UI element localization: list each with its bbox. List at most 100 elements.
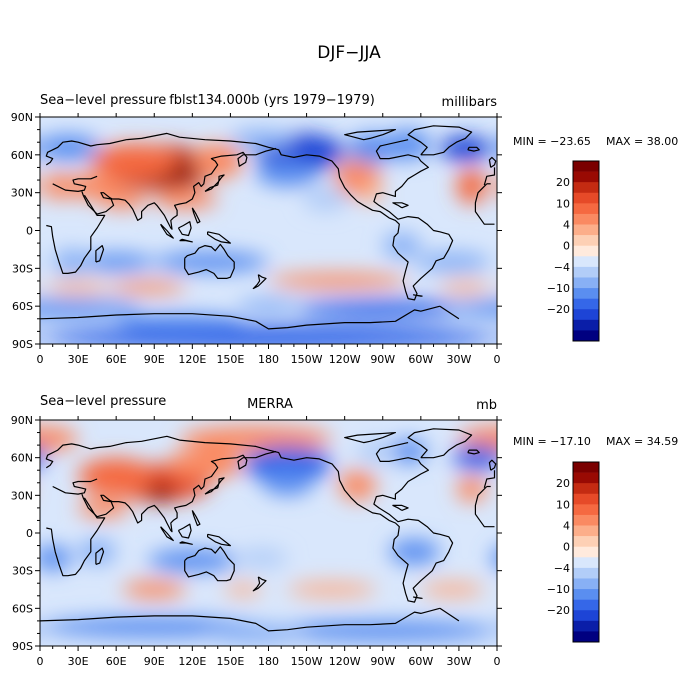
anomaly-region — [46, 281, 110, 294]
anomaly-region — [154, 251, 269, 273]
colorbar-swatch — [573, 589, 599, 600]
x-tick-label: 120W — [329, 353, 361, 366]
x-tick-label: 150E — [216, 353, 244, 366]
coastline — [392, 504, 409, 511]
anomaly-region — [243, 446, 332, 482]
y-tick-label: 90N — [11, 414, 33, 427]
anomaly-region — [611, 189, 674, 209]
coastline — [483, 470, 496, 488]
coastline — [439, 305, 460, 320]
anomaly-region — [147, 549, 237, 572]
x-tick-label: 90W — [370, 655, 395, 668]
anomaly-region — [602, 483, 632, 503]
colorbar-swatch — [573, 171, 599, 183]
coastline — [160, 223, 174, 239]
x-tick-label: 30E — [68, 655, 89, 668]
x-tick-label: 150W — [291, 353, 323, 366]
colorbar-swatch — [573, 483, 599, 495]
coastline — [488, 459, 497, 471]
coastline — [252, 274, 267, 290]
coastline — [344, 432, 396, 444]
colorbar-label: 4 — [563, 219, 570, 232]
coastline — [207, 231, 231, 244]
anomaly-region — [592, 157, 655, 182]
anomaly-region — [255, 161, 320, 187]
coastline — [177, 221, 192, 237]
coastline — [467, 449, 480, 455]
y-tick-label: 60N — [11, 149, 33, 162]
x-tick-label: 0 — [37, 353, 44, 366]
y-tick-label: 60S — [12, 602, 33, 615]
panel-max-label: MAX = 38.00 — [606, 135, 678, 148]
coastline — [179, 541, 193, 545]
coastline — [160, 526, 174, 542]
colorbar-swatch — [573, 203, 599, 215]
coastline — [207, 533, 231, 547]
colorbar-label: 0 — [563, 240, 570, 253]
anomaly-region — [52, 249, 91, 275]
anomaly-region — [122, 580, 186, 599]
x-tick-label: 60W — [408, 655, 433, 668]
colorbar-swatch — [573, 277, 599, 289]
anomaly-region — [510, 249, 548, 274]
anomaly-region — [0, 582, 27, 597]
y-tick-label: 30S — [12, 565, 33, 578]
x-tick-label: 90E — [144, 353, 165, 366]
colorbar-swatch — [573, 192, 599, 204]
anomaly-region — [78, 457, 155, 496]
panel-variable-label: Sea−level pressure — [40, 394, 166, 409]
colorbar-swatch — [573, 298, 599, 310]
anomaly-region — [347, 133, 398, 164]
map-area — [40, 117, 674, 344]
panel-max-label: MAX = 34.59 — [606, 435, 678, 448]
anomaly-region — [192, 143, 244, 179]
anomaly-region — [382, 233, 421, 259]
anomaly-region — [78, 497, 129, 518]
pressure-field — [40, 129, 674, 344]
colorbar-swatch — [573, 578, 599, 590]
x-tick-label: 180 — [258, 655, 279, 668]
colorbar-label: 4 — [563, 520, 570, 533]
anomaly-region — [389, 539, 440, 565]
anomaly-region — [40, 134, 100, 160]
colorbar-label: −10 — [547, 583, 570, 596]
coastline — [413, 294, 423, 297]
y-tick-label: 90N — [11, 111, 33, 124]
x-tick-label: 30W — [446, 655, 471, 668]
x-tick-label: 0 — [37, 655, 44, 668]
colorbar-frame — [572, 461, 600, 643]
colorbar-label: 10 — [556, 498, 570, 511]
panel-units-label: mb — [476, 398, 497, 413]
coastline — [407, 428, 473, 459]
coastline — [95, 547, 105, 565]
colorbar-swatch — [573, 610, 599, 622]
colorbar-swatch — [573, 309, 599, 321]
colorbar-swatch — [573, 330, 599, 342]
y-tick-label: 30N — [11, 187, 33, 200]
anomaly-region — [420, 582, 485, 597]
coastline — [413, 596, 423, 599]
y-tick-label: 60S — [12, 300, 33, 313]
colorbar-swatch — [573, 557, 599, 569]
coastlines — [40, 125, 497, 330]
anomaly-region — [268, 273, 409, 289]
anomaly-region — [302, 186, 349, 212]
coastline — [439, 607, 460, 622]
colorbar-label: 0 — [563, 541, 570, 554]
x-tick-label: 60E — [106, 655, 127, 668]
anomaly-region — [97, 188, 148, 210]
colorbar-swatch — [573, 631, 599, 643]
coastline — [488, 156, 497, 168]
coastline — [179, 238, 193, 243]
anomaly-region — [414, 251, 491, 273]
colorbar-label: −20 — [547, 303, 570, 316]
anomaly-region — [293, 299, 472, 318]
anomaly-region — [605, 549, 694, 572]
anomaly-region — [205, 623, 307, 644]
y-tick-label: 90S — [12, 640, 33, 653]
anomaly-region — [439, 135, 491, 162]
colorbar-label: −10 — [547, 282, 570, 295]
colorbar-swatch — [573, 182, 599, 194]
x-tick-label: 90W — [370, 353, 395, 366]
